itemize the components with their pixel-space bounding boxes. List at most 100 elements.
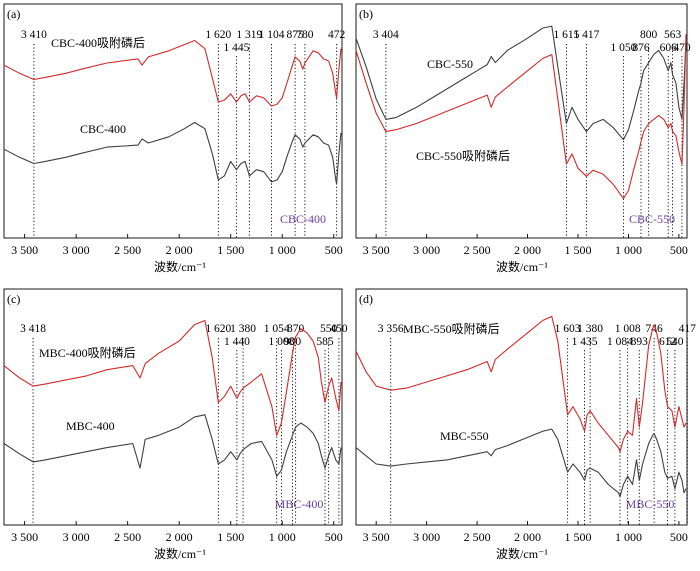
marker-label-1620: 1 620 — [205, 29, 231, 41]
x-tick-label-1500: 1 500 — [217, 530, 244, 544]
x-tick-label-3000: 3 000 — [413, 530, 440, 544]
panel-b-label: (b) — [359, 7, 373, 21]
panel-c-marker-lines — [32, 338, 340, 525]
x-tick-label-3000: 3 000 — [413, 243, 440, 257]
panel-a-series-0-line — [3, 39, 342, 107]
panel-a-x-axis: 3 500 3 000 2 500 2 000 1 500 1 000 500 — [11, 234, 343, 257]
panel-c-series-labels: MBC-400吸附磷后 MBC-400 — [39, 345, 136, 433]
x-tick-label-1500: 1 500 — [565, 530, 592, 544]
panel-a-series-labels: CBC-400吸附磷后 CBC-400 — [51, 35, 145, 136]
marker-label-417: 417 — [679, 323, 697, 335]
panel-c-xlabel: 波数/cm⁻¹ — [154, 546, 206, 561]
marker-label-1054: 1 054 — [264, 323, 290, 335]
marker-label-875: 875 — [286, 29, 304, 41]
marker-label-450: 450 — [330, 323, 348, 335]
panel-b-x-axis: 3 500 3 000 2 500 2 000 1 500 1 000 500 — [363, 234, 688, 257]
marker-label-780: 780 — [296, 29, 314, 41]
marker-label-472: 472 — [328, 29, 346, 41]
series-label-mbc550-adsorbed: MBC-550吸附磷后 — [403, 321, 500, 336]
panel-b-plot — [355, 25, 687, 200]
panel-a-watermark: CBC-400 — [280, 212, 326, 226]
x-tick-label-2500: 2 500 — [114, 243, 141, 257]
series-label-cbc400-adsorbed: CBC-400吸附磷后 — [51, 35, 145, 50]
panel-a-xlabel: 波数/cm⁻¹ — [154, 259, 206, 274]
x-tick-label-3500: 3 500 — [363, 243, 390, 257]
x-tick-label-1500: 1 500 — [565, 243, 592, 257]
panel-b-marker-lines — [385, 44, 683, 238]
marker-label-540: 540 — [666, 336, 684, 348]
panel-c-label: (c) — [7, 292, 20, 306]
panel-d-plot — [355, 315, 687, 498]
panel-a-plot — [3, 39, 342, 185]
marker-label-1008: 1 008 — [268, 336, 294, 348]
x-tick-label-1000: 1 000 — [615, 530, 642, 544]
marker-label-3410: 3 410 — [21, 29, 47, 41]
series-label-cbc550: CBC-550 — [427, 57, 473, 71]
marker-label-1084: 1 084 — [607, 336, 633, 348]
x-tick-label-500: 500 — [325, 530, 343, 544]
x-tick-label-2500: 2 500 — [114, 530, 141, 544]
x-tick-label-3500: 3 500 — [11, 243, 38, 257]
marker-label-1417: 1 417 — [573, 29, 599, 41]
marker-label-3418: 3 418 — [20, 323, 46, 335]
x-tick-label-3500: 3 500 — [363, 530, 390, 544]
x-tick-label-1500: 1 500 — [217, 243, 244, 257]
marker-label-1104: 1 104 — [259, 29, 285, 41]
panel-a-marker-lines — [33, 44, 338, 238]
marker-label-1380: 1 380 — [577, 323, 603, 335]
x-tick-label-2000: 2 000 — [166, 530, 193, 544]
series-label-mbc550: MBC-550 — [440, 429, 489, 443]
series-label-mbc400: MBC-400 — [66, 419, 115, 433]
marker-label-1435: 1 435 — [572, 336, 598, 348]
x-tick-label-2000: 2 000 — [514, 243, 541, 257]
x-tick-label-3500: 3 500 — [11, 530, 38, 544]
panel-c-series-1-line — [3, 414, 342, 477]
panel-d-xlabel: 波数/cm⁻¹ — [496, 546, 548, 561]
marker-label-470: 470 — [673, 42, 691, 54]
marker-label-1380: 1 380 — [230, 323, 256, 335]
marker-label-1050: 1 050 — [610, 42, 636, 54]
marker-label-1008: 1 008 — [615, 323, 641, 335]
x-tick-label-1000: 1 000 — [269, 243, 296, 257]
x-tick-label-500: 500 — [670, 530, 688, 544]
panel-d-marker-lines — [390, 338, 688, 525]
marker-label-606: 606 — [660, 42, 678, 54]
marker-label-3404: 3 404 — [373, 29, 399, 41]
marker-label-1615: 1 615 — [553, 29, 579, 41]
panel-b-series-0-line — [355, 25, 687, 141]
marker-label-612: 612 — [659, 336, 677, 348]
panel-d-watermark: MBC-550 — [626, 497, 675, 511]
marker-label-893: 893 — [631, 336, 649, 348]
marker-label-870: 870 — [287, 323, 305, 335]
panel-b-frame — [355, 3, 688, 239]
panel-b-series-1-line — [355, 34, 687, 200]
x-tick-label-1000: 1 000 — [615, 243, 642, 257]
marker-label-746: 746 — [645, 323, 663, 335]
panel-a-series-1-line — [3, 121, 342, 185]
marker-label-876: 876 — [632, 42, 650, 54]
marker-label-550: 550 — [320, 323, 338, 335]
panel-c-watermark: MBC-400 — [275, 497, 324, 511]
panel-c-x-axis: 3 500 3 000 2 500 2 000 1 500 1 000 500 — [11, 521, 343, 544]
marker-label-3356: 3 356 — [378, 323, 404, 335]
panel-a-label: (a) — [7, 7, 20, 21]
panel-b-series-labels: CBC-550 CBC-550吸附磷后 — [416, 57, 510, 163]
x-tick-label-2500: 2 500 — [464, 243, 491, 257]
panel-d-x-axis: 3 500 3 000 2 500 2 000 1 500 1 000 500 — [363, 521, 688, 544]
panel-a-frame — [3, 3, 343, 239]
panel-c-series-0-line — [3, 319, 342, 436]
marker-label-563: 563 — [664, 29, 682, 41]
panel-d-series-1-line — [355, 428, 687, 498]
marker-label-900: 900 — [284, 336, 302, 348]
series-label-mbc400-adsorbed: MBC-400吸附磷后 — [39, 345, 136, 360]
marker-label-1319: 1 319 — [236, 29, 262, 41]
panel-c-plot — [3, 319, 342, 477]
series-label-cbc400: CBC-400 — [80, 122, 126, 136]
